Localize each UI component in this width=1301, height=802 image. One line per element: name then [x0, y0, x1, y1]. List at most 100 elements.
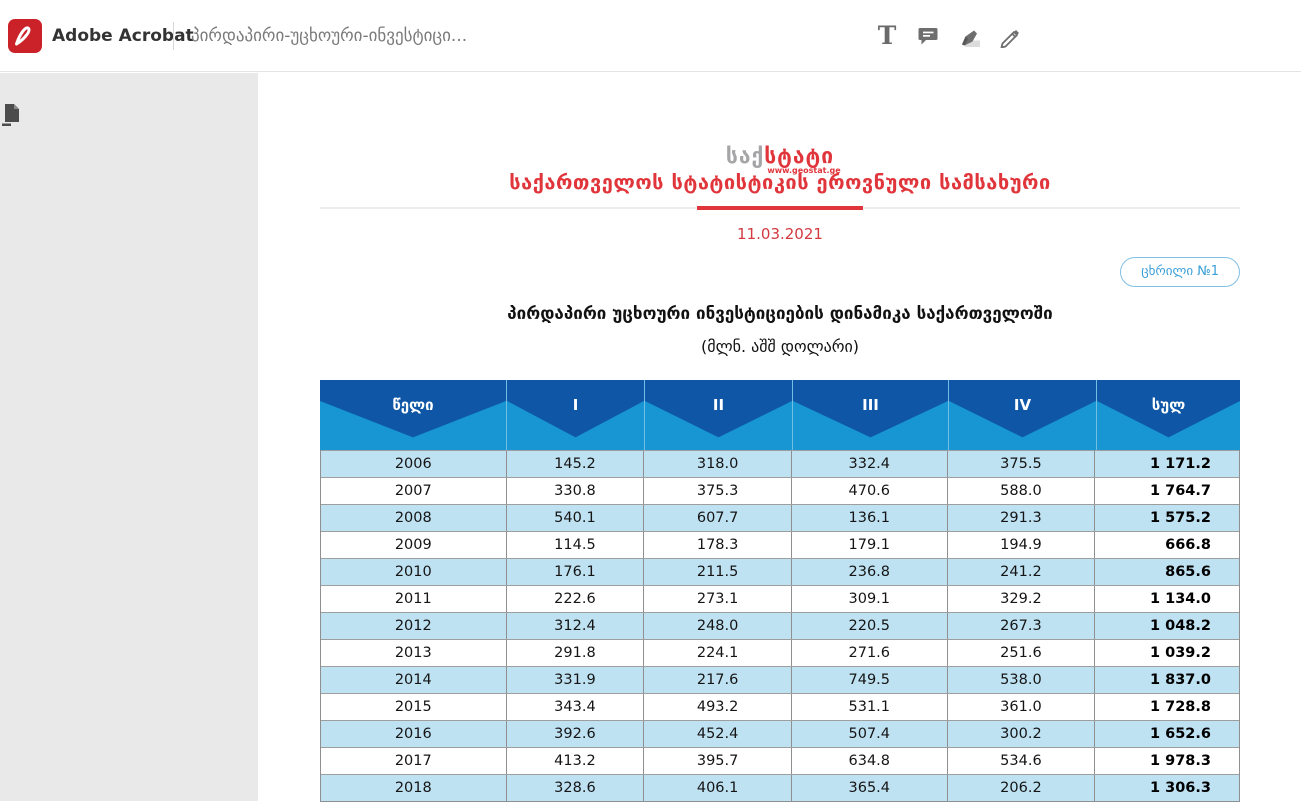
table-cell: 534.6 [948, 748, 1096, 774]
table-cell: 365.4 [792, 775, 948, 801]
header-chevron-shape [793, 380, 948, 438]
table-cell: 194.9 [948, 532, 1096, 558]
column-header: II [644, 380, 792, 450]
table-cell: 330.8 [507, 478, 645, 504]
table-cell: 2007 [321, 478, 507, 504]
geostat-website: www.geostat.ge [767, 166, 841, 175]
table-cell: 217.6 [644, 667, 792, 693]
table-cell: 1 039.2 [1149, 645, 1211, 661]
table-cell: 1 048.2 [1149, 618, 1211, 634]
table-cell: 1 575.2 [1149, 510, 1211, 526]
table-cell: 1 837.0 [1149, 672, 1211, 688]
table-cell: 328.6 [507, 775, 645, 801]
column-header: IV [948, 380, 1096, 450]
table-header-row: წელი I II III IV სულ [320, 380, 1240, 450]
highlighter-icon[interactable] [956, 23, 982, 49]
table-row: 2012 312.4 248.0 220.5 267.3 1 048.2 [321, 612, 1239, 639]
table-cell: 114.5 [507, 532, 645, 558]
column-header: სულ [1096, 380, 1240, 450]
table-row: 2008 540.1 607.7 136.1 291.3 1 575.2 [321, 504, 1239, 531]
table-cell: 588.0 [948, 478, 1096, 504]
table-cell: 2017 [321, 748, 507, 774]
table-cell: 607.7 [644, 505, 792, 531]
table-cell: 540.1 [507, 505, 645, 531]
table-cell: 1 171.2 [1149, 456, 1211, 472]
table-cell: 343.4 [507, 694, 645, 720]
table-row: 2006 145.2 318.0 332.4 375.5 1 171.2 [321, 450, 1239, 477]
table-row: 2018 328.6 406.1 365.4 206.2 1 306.3 [321, 774, 1239, 801]
column-header-label: სულ [1151, 396, 1186, 414]
header-chevron-shape [1097, 380, 1240, 438]
table-cell: 1 978.3 [1149, 753, 1211, 769]
column-header-label: III [862, 396, 879, 414]
geostat-barchart-logo-icon [720, 88, 840, 145]
table-cell: 291.8 [507, 640, 645, 666]
table-cell: 329.2 [948, 586, 1096, 612]
title-divider-accent [697, 206, 863, 210]
table-subtitle: (მლნ. აშშ დოლარი) [700, 337, 859, 356]
page-thumbnails-icon[interactable] [1, 103, 21, 127]
table-cell: 507.4 [792, 721, 948, 747]
text-tool-glyph: T [877, 21, 897, 50]
table-title: პირდაპირი უცხოური ინვესტიციების დინამიკა… [507, 304, 1053, 324]
column-header-label: I [572, 396, 579, 414]
app-name: Adobe Acrobat [52, 26, 194, 46]
table-cell: 666.8 [1165, 537, 1211, 553]
table-cell: 375.5 [948, 451, 1096, 477]
table-cell: 331.9 [507, 667, 645, 693]
table-cell: 2006 [321, 451, 507, 477]
table-cell: 178.3 [644, 532, 792, 558]
column-header-label: წელი [392, 396, 434, 414]
column-header: III [792, 380, 948, 450]
table-row: 2017 413.2 395.7 634.8 534.6 1 978.3 [321, 747, 1239, 774]
table-cell: 176.1 [507, 559, 645, 585]
table-cell: 236.8 [792, 559, 948, 585]
column-header-label: II [712, 396, 725, 414]
table-cell: 291.3 [948, 505, 1096, 531]
table-cell: 538.0 [948, 667, 1096, 693]
pencil-icon[interactable] [997, 23, 1023, 49]
table-row: 2010 176.1 211.5 236.8 241.2 865.6 [321, 558, 1239, 585]
table-row: 2007 330.8 375.3 470.6 588.0 1 764.7 [321, 477, 1239, 504]
table-cell: 251.6 [948, 640, 1096, 666]
table-row: 2009 114.5 178.3 179.1 194.9 666.8 [321, 531, 1239, 558]
table-cell: 248.0 [644, 613, 792, 639]
table-cell: 392.6 [507, 721, 645, 747]
table-cell: 749.5 [792, 667, 948, 693]
titlebar: Adobe Acrobat პირდაპირი-უცხოური-ინვესტიც… [0, 0, 1301, 72]
table-cell: 271.6 [792, 640, 948, 666]
table-cell: 309.1 [792, 586, 948, 612]
table-row: 2014 331.9 217.6 749.5 538.0 1 837.0 [321, 666, 1239, 693]
geostat-wordmark: საქსტატი [320, 146, 1240, 167]
text-annotation-icon[interactable]: T [874, 23, 900, 49]
document-title: პირდაპირი-უცხოური-ინვესტიცი... [191, 26, 468, 46]
table-cell: 2011 [321, 586, 507, 612]
table-row: 2011 222.6 273.1 309.1 329.2 1 134.0 [321, 585, 1239, 612]
table-cell: 267.3 [948, 613, 1096, 639]
table-cell: 2016 [321, 721, 507, 747]
header-chevron-shape [320, 380, 506, 438]
column-header: I [506, 380, 644, 450]
header-chevron-shape [949, 380, 1096, 438]
table-cell: 179.1 [792, 532, 948, 558]
table-cell: 2014 [321, 667, 507, 693]
table-cell: 2013 [321, 640, 507, 666]
thumbnails-sidebar [0, 73, 258, 801]
table-cell: 375.3 [644, 478, 792, 504]
publication-date: 11.03.2021 [737, 225, 823, 243]
table-cell: 493.2 [644, 694, 792, 720]
titlebar-divider [173, 22, 174, 50]
table-cell: 395.7 [644, 748, 792, 774]
table-cell: 634.8 [792, 748, 948, 774]
annotation-toolbar: T [874, 0, 1023, 72]
table-cell: 2009 [321, 532, 507, 558]
table-number-badge: ცხრილი №1 [1120, 257, 1240, 287]
comment-icon[interactable] [915, 23, 941, 49]
geostat-logo: საქსტატი www.geostat.ge [320, 88, 1240, 176]
title-divider [320, 206, 1240, 210]
table-cell: 531.1 [792, 694, 948, 720]
header-chevron-shape [507, 380, 644, 438]
table-cell: 211.5 [644, 559, 792, 585]
table-row: 2013 291.8 224.1 271.6 251.6 1 039.2 [321, 639, 1239, 666]
table-cell: 1 134.0 [1149, 591, 1211, 607]
